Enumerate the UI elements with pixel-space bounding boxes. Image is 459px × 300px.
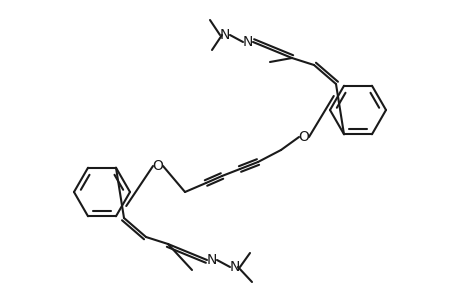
Text: N: N (242, 35, 252, 49)
Text: O: O (298, 130, 309, 144)
Text: O: O (152, 159, 163, 173)
Text: N: N (219, 28, 230, 42)
Text: N: N (207, 253, 217, 267)
Text: N: N (230, 260, 240, 274)
